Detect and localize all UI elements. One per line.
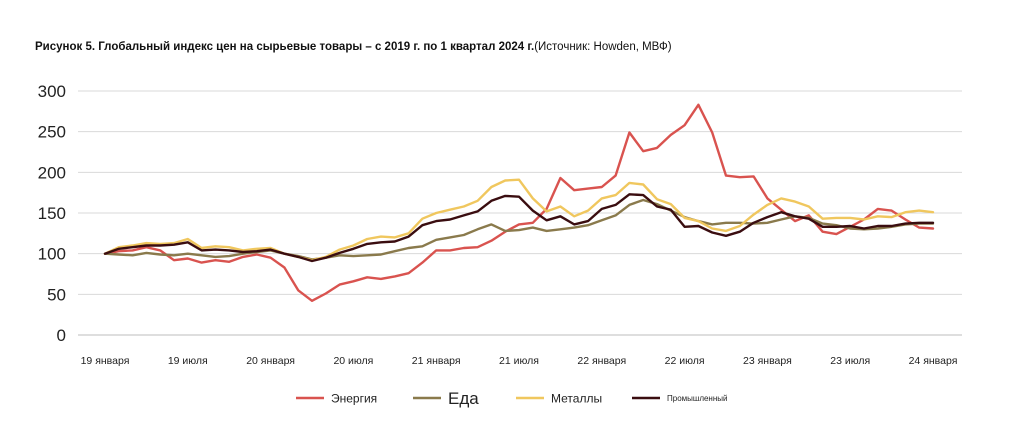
x-tick-label: 19 января [81,355,130,367]
x-tick-label: 20 июля [333,355,373,367]
y-tick-label: 50 [47,285,66,304]
series-line-3 [103,193,935,263]
y-tick-label: 0 [57,326,66,345]
legend-label-1: Еда [448,389,479,408]
y-axis-ticks: 0 50 100 150 200 250 300 [38,82,66,345]
chart-title-main: Рисунок 5. Глобальный индекс цен на сырь… [35,41,535,53]
y-tick-label: 200 [38,163,66,182]
x-axis-ticks: 19 января 19 июля 20 января 20 июля 21 январ… [81,355,958,367]
y-tick-label: 300 [38,82,66,101]
legend: Энергия Еда Металлы Промышленный [296,389,728,408]
series-lines [103,103,935,302]
series-line-2 [103,178,935,262]
series-line-0 [103,103,935,302]
legend-label-0: Энергия [331,391,377,405]
legend-label-2: Металлы [551,391,602,405]
y-tick-label: 150 [38,204,66,223]
x-tick-label: 22 января [577,355,626,367]
grid [78,90,962,336]
x-tick-label: 22 июля [665,355,705,367]
x-tick-label: 21 июля [499,355,539,367]
x-tick-label: 23 июля [830,355,870,367]
chart-title-source: (Источник: Howden, МВФ) [534,41,672,53]
legend-label-3: Промышленный [667,394,728,403]
x-tick-label: 24 января [909,355,958,367]
x-tick-label: 21 января [412,355,461,367]
y-tick-label: 100 [38,245,66,264]
x-tick-label: 23 января [743,355,792,367]
x-tick-label: 20 января [246,355,295,367]
y-tick-label: 250 [38,123,66,142]
x-tick-label: 19 июля [168,355,208,367]
chart-title: Рисунок 5. Глобальный индекс цен на сырь… [35,41,1005,53]
